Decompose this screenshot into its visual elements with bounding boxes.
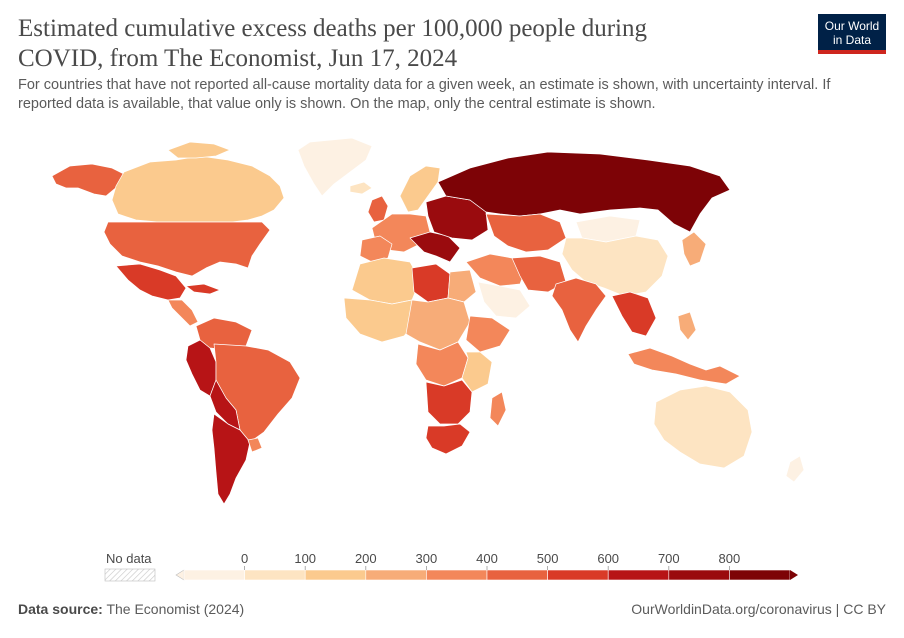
legend-tick-label: 800 [719,551,741,566]
chart-title: Estimated cumulative excess deaths per 1… [18,15,647,72]
legend-bin-8[interactable] [668,569,730,581]
region-central-asia[interactable] [485,213,567,253]
map-legend: No data 0 100 200 300 400 500 600 700 800 [104,551,798,582]
footer-source: Data source: The Economist (2024) [18,601,244,617]
logo-line-2: in Data [832,33,872,47]
region-caribbean[interactable] [185,283,221,295]
country-greenland[interactable] [297,137,373,197]
owid-logo[interactable]: Our World in Data [818,14,886,54]
legend-tick-labels: 0 100 200 300 400 500 600 700 800 [241,551,740,570]
region-arctic-islands[interactable] [167,141,231,159]
legend-bin-4[interactable] [426,569,488,581]
country-bolivia[interactable] [209,379,241,431]
country-madagascar[interactable] [489,391,507,427]
country-australia[interactable] [653,385,753,469]
legend-tick-label: 600 [597,551,619,566]
region-maritime-southeast-asia[interactable] [627,347,741,385]
legend-bin-9[interactable] [729,569,791,581]
region-northwest-africa[interactable] [351,257,421,305]
legend-tick-label: 400 [476,551,498,566]
country-canada[interactable] [111,155,285,223]
region-southern-europe[interactable] [409,231,461,263]
legend-bin-2[interactable] [304,569,367,581]
region-east-africa[interactable] [461,351,493,393]
region-southern-africa[interactable] [425,379,473,425]
country-russia[interactable] [437,151,731,233]
region-east-asia-islands[interactable] [681,231,707,267]
country-libya[interactable] [411,263,451,303]
source-label: Data source: [18,601,103,617]
source-value: The Economist (2024) [106,601,245,617]
legend-bin-5[interactable] [486,569,548,581]
country-usa[interactable] [103,221,271,277]
country-egypt[interactable] [447,269,477,303]
country-philippines[interactable] [677,311,697,341]
region-british-isles[interactable] [367,195,389,223]
chart-subtitle: For countries that have not reported all… [18,77,831,112]
legend-tick-label: 300 [416,551,438,566]
legend-tick-label: 500 [537,551,559,566]
country-china[interactable] [561,235,669,297]
legend-arrow-left [175,569,185,581]
country-alaska[interactable] [51,163,125,197]
region-west-africa[interactable] [343,297,419,343]
legend-no-data-swatch[interactable] [104,568,156,582]
region-central-africa[interactable] [405,297,471,351]
logo-line-1: Our World [824,19,880,33]
legend-bin-7[interactable] [607,569,670,581]
region-southeast-asia[interactable] [611,291,657,337]
country-uruguay[interactable] [247,437,263,453]
country-saudi-arabia[interactable] [477,281,531,319]
legend-bin-1[interactable] [244,569,306,581]
legend-tick-label: 0 [241,551,248,566]
region-horn-of-africa[interactable] [465,315,511,353]
footer-link[interactable]: OurWorldinData.org/coronavirus | CC BY [631,601,886,617]
country-new-zealand[interactable] [785,455,805,483]
world-map[interactable] [0,128,904,520]
legend-bin-6[interactable] [547,569,609,581]
legend-no-data-label: No data [106,551,152,566]
country-india[interactable] [551,277,607,343]
legend-bin-3[interactable] [365,569,427,581]
country-argentina[interactable] [211,413,251,505]
country-mexico[interactable] [115,263,187,301]
legend-color-bins [175,569,798,581]
region-iberia[interactable] [359,235,393,263]
legend-tick-label: 200 [355,551,377,566]
legend-bin-0[interactable] [183,569,245,581]
legend-tick-label: 100 [294,551,316,566]
country-south-africa[interactable] [425,423,471,455]
region-central-america[interactable] [167,299,199,327]
country-iceland[interactable] [349,181,373,195]
legend-arrow-right [790,570,798,580]
logo-accent-bar [818,50,886,54]
legend-tick-label: 700 [658,551,680,566]
